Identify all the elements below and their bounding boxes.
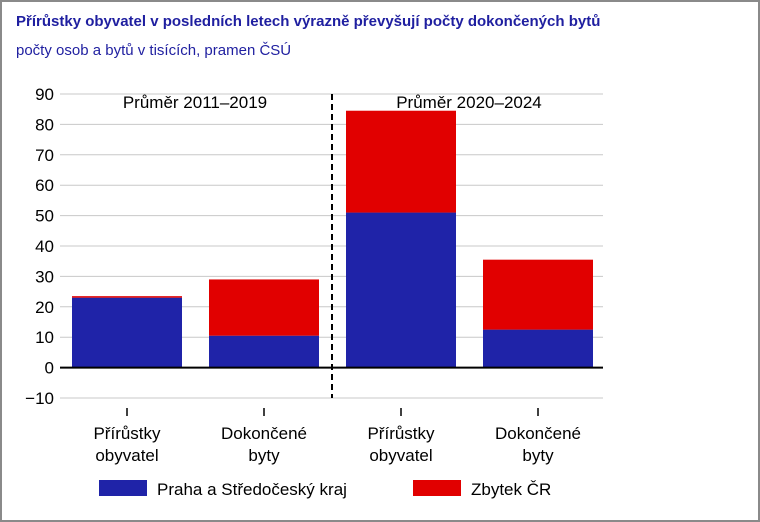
y-tick-label: 50 — [35, 207, 54, 226]
category-label: byty — [248, 446, 280, 465]
period-annotation: Průměr 2020–2024 — [396, 93, 542, 112]
category-label: Přírůstky — [367, 424, 435, 443]
bar-praha-stredocesky — [209, 335, 319, 368]
y-tick-label: 0 — [45, 359, 54, 378]
y-tick-label: 20 — [35, 298, 54, 317]
bar-praha-stredocesky — [483, 329, 593, 368]
legend-swatch-praha — [99, 480, 147, 496]
period-annotation: Průměr 2011–2019 — [123, 93, 267, 112]
legend-label: Praha a Středočeský kraj — [157, 480, 347, 499]
category-label: obyvatel — [95, 446, 158, 465]
bar-zbytek-cr — [209, 279, 319, 336]
y-tick-label: 10 — [35, 328, 54, 347]
y-tick-label: 30 — [35, 267, 54, 286]
category-label: Dokončené — [495, 424, 581, 443]
y-tick-label: 90 — [35, 85, 54, 104]
y-tick-label: −10 — [25, 389, 54, 408]
bar-zbytek-cr — [483, 259, 593, 330]
bar-zbytek-cr — [346, 110, 456, 213]
bar-praha-stredocesky — [346, 212, 456, 368]
y-tick-label: 40 — [35, 237, 54, 256]
y-tick-label: 70 — [35, 146, 54, 165]
legend-swatch-zbytek — [413, 480, 461, 496]
y-tick-label: 80 — [35, 115, 54, 134]
y-tick-label: 60 — [35, 176, 54, 195]
category-label: Dokončené — [221, 424, 307, 443]
bar-praha-stredocesky — [72, 297, 182, 368]
category-label: Přírůstky — [93, 424, 161, 443]
legend-label: Zbytek ČR — [471, 480, 551, 499]
chart-subtitle: počty osob a bytů v tisících, pramen ČSÚ — [16, 42, 292, 59]
bar-zbytek-cr — [72, 296, 182, 298]
category-label: byty — [522, 446, 554, 465]
category-label: obyvatel — [369, 446, 432, 465]
chart-title: Přírůstky obyvatel v posledních letech v… — [16, 13, 601, 30]
